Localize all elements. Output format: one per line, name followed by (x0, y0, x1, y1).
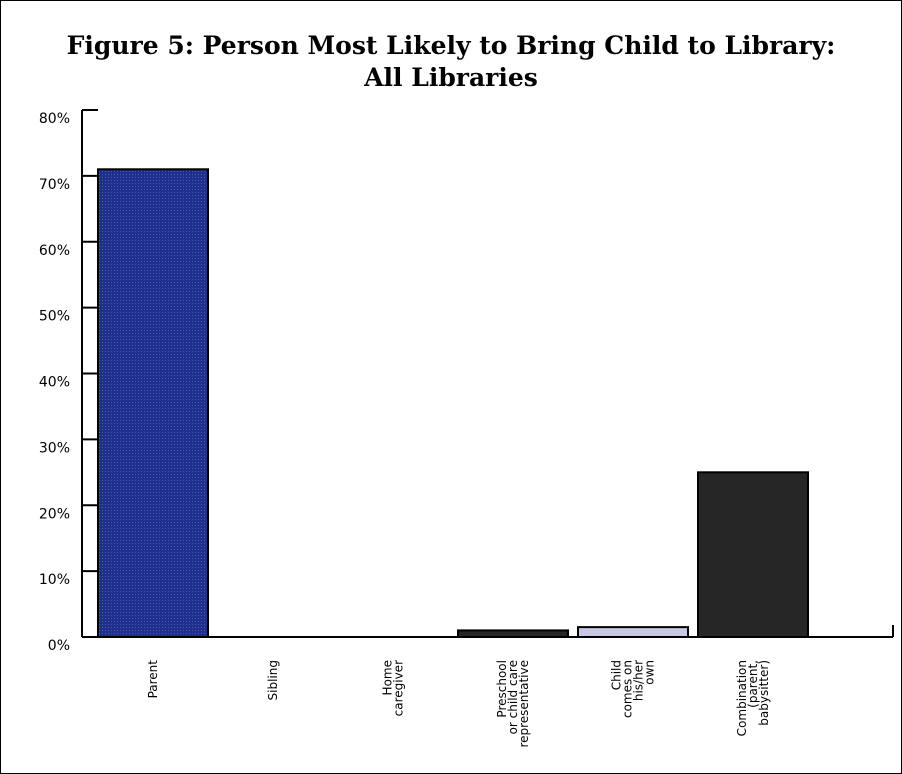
y-tick-label: 60% (39, 243, 70, 259)
x-category-label-line: Preschool (495, 660, 509, 718)
x-category-label-line: his/her (632, 660, 646, 701)
chart-subtitle: All Libraries (364, 63, 538, 92)
x-category-label-line: Home (381, 660, 395, 695)
y-tick-label: 20% (39, 506, 70, 522)
x-category-label-line: Combination (735, 660, 749, 736)
x-category-label: Sibling (266, 660, 280, 700)
x-category-label-line: Child (610, 660, 624, 690)
bar (697, 471, 809, 638)
bar (457, 629, 569, 638)
y-tick-label: 50% (39, 309, 70, 325)
x-category-label-line: babysitter) (757, 660, 771, 726)
x-category-label: Combination(parent,babysitter) (735, 660, 771, 736)
y-tick-label: 80% (39, 111, 70, 127)
y-axis-ticks: 0% 10% 20% 30% 40% 50% 60% 70% 80% (39, 109, 98, 654)
bars (97, 168, 809, 639)
y-tick-label: 70% (39, 177, 70, 193)
x-category-label-line: or child care (506, 660, 520, 734)
x-category-label-line: Parent (146, 660, 160, 699)
x-category-label-line: own (643, 660, 657, 685)
x-category-label-line: (parent, (746, 660, 760, 708)
x-category-label-line: representative (517, 660, 531, 748)
x-category-label-line: comes on (621, 660, 635, 718)
bar (97, 168, 209, 638)
x-category-label: Parent (146, 660, 160, 699)
y-tick-label: 30% (39, 440, 70, 456)
bar (577, 626, 689, 639)
x-category-label-line: caregiver (392, 660, 406, 716)
chart-title: Figure 5: Person Most Likely to Bring Ch… (0, 30, 902, 94)
chart-title-line1: Figure 5: Person Most Likely to Bring Ch… (66, 31, 836, 60)
y-tick-label: 40% (39, 375, 70, 391)
x-category-label-line: Sibling (266, 660, 280, 700)
y-tick-label: 10% (39, 572, 70, 588)
y-tick-label: 0% (48, 638, 70, 654)
